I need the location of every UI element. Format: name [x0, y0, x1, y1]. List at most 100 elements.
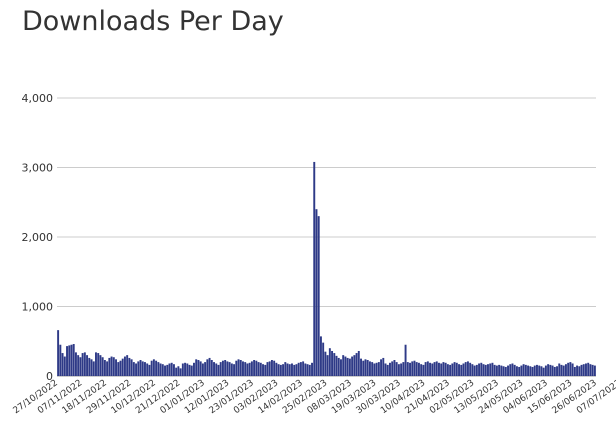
bar[interactable] [493, 364, 496, 376]
bar[interactable] [132, 362, 135, 376]
bar[interactable] [527, 365, 530, 376]
bar[interactable] [540, 366, 543, 376]
bar[interactable] [475, 364, 478, 376]
bar[interactable] [411, 361, 414, 376]
bar[interactable] [377, 362, 380, 376]
bar[interactable] [264, 364, 267, 376]
bar[interactable] [536, 364, 538, 376]
bar[interactable] [589, 364, 592, 377]
bar[interactable] [204, 362, 207, 376]
bar[interactable] [150, 360, 153, 376]
bar[interactable] [299, 362, 302, 376]
bar[interactable] [215, 363, 218, 376]
bar[interactable] [393, 360, 396, 376]
bar[interactable] [268, 361, 271, 376]
bar[interactable] [159, 363, 162, 376]
bar[interactable] [152, 359, 155, 376]
bar[interactable] [179, 368, 182, 377]
bar[interactable] [250, 361, 253, 376]
bar[interactable] [382, 357, 385, 376]
bar[interactable] [391, 361, 394, 376]
bar[interactable] [478, 363, 481, 376]
bar[interactable] [228, 362, 231, 376]
bar[interactable] [455, 362, 458, 377]
bar[interactable] [389, 362, 391, 377]
bar[interactable] [197, 360, 200, 376]
bar[interactable] [529, 366, 532, 376]
bar[interactable] [571, 363, 574, 376]
bar[interactable] [446, 364, 449, 377]
bar[interactable] [83, 352, 86, 376]
bar[interactable] [593, 365, 596, 376]
bar[interactable] [293, 364, 296, 376]
bar[interactable] [422, 364, 425, 376]
bar[interactable] [170, 362, 173, 377]
bar[interactable] [560, 364, 563, 376]
bar[interactable] [507, 365, 509, 376]
bar[interactable] [351, 356, 354, 376]
bar[interactable] [326, 355, 329, 376]
bar[interactable] [161, 364, 164, 377]
bar[interactable] [233, 364, 236, 377]
bar[interactable] [578, 366, 581, 376]
bar[interactable] [304, 363, 307, 376]
bar[interactable] [302, 361, 305, 376]
bar[interactable] [451, 363, 454, 376]
bar[interactable] [576, 365, 579, 376]
bar[interactable] [409, 362, 411, 377]
bar[interactable] [415, 362, 418, 376]
bar[interactable] [226, 361, 229, 376]
bar[interactable] [130, 359, 133, 376]
bar[interactable] [88, 357, 91, 376]
bar[interactable] [433, 362, 436, 376]
bar[interactable] [273, 360, 276, 376]
bar[interactable] [417, 362, 420, 377]
bar[interactable] [413, 360, 416, 376]
bar[interactable] [166, 364, 169, 376]
bar[interactable] [322, 342, 325, 376]
bar[interactable] [286, 363, 289, 376]
bar[interactable] [438, 362, 440, 377]
bar[interactable] [404, 344, 407, 377]
bar[interactable] [340, 359, 342, 376]
bar[interactable] [487, 364, 489, 377]
bar[interactable] [368, 361, 371, 376]
bar[interactable] [466, 361, 469, 376]
bar[interactable] [498, 364, 501, 376]
bar[interactable] [331, 350, 334, 376]
bar[interactable] [337, 357, 340, 376]
bar[interactable] [266, 362, 269, 376]
bar[interactable] [371, 362, 374, 376]
bar[interactable] [395, 362, 398, 376]
bar[interactable] [431, 363, 434, 376]
bar[interactable] [172, 364, 175, 377]
bar[interactable] [440, 363, 443, 376]
bar[interactable] [573, 366, 576, 376]
bar[interactable] [547, 364, 550, 377]
bar[interactable] [469, 362, 472, 377]
bar[interactable] [569, 362, 572, 376]
bar[interactable] [253, 360, 256, 376]
bar[interactable] [121, 358, 124, 377]
bar[interactable] [317, 216, 320, 376]
bar[interactable] [148, 364, 151, 376]
bar[interactable] [190, 365, 193, 376]
bar[interactable] [181, 363, 184, 376]
bar[interactable] [112, 357, 115, 377]
bar[interactable] [210, 360, 213, 376]
bar[interactable] [386, 364, 389, 376]
bar[interactable] [542, 367, 545, 376]
bar[interactable] [79, 357, 82, 377]
bar[interactable] [435, 361, 438, 376]
bar[interactable] [135, 363, 138, 376]
bar[interactable] [193, 362, 195, 377]
bar[interactable] [144, 362, 146, 376]
bar[interactable] [201, 363, 204, 376]
bar[interactable] [308, 364, 311, 376]
bar[interactable] [348, 358, 351, 377]
bar[interactable] [495, 365, 498, 376]
bar[interactable] [553, 366, 556, 376]
bar[interactable] [509, 364, 512, 377]
bar[interactable] [315, 209, 318, 376]
bar[interactable] [68, 345, 71, 376]
